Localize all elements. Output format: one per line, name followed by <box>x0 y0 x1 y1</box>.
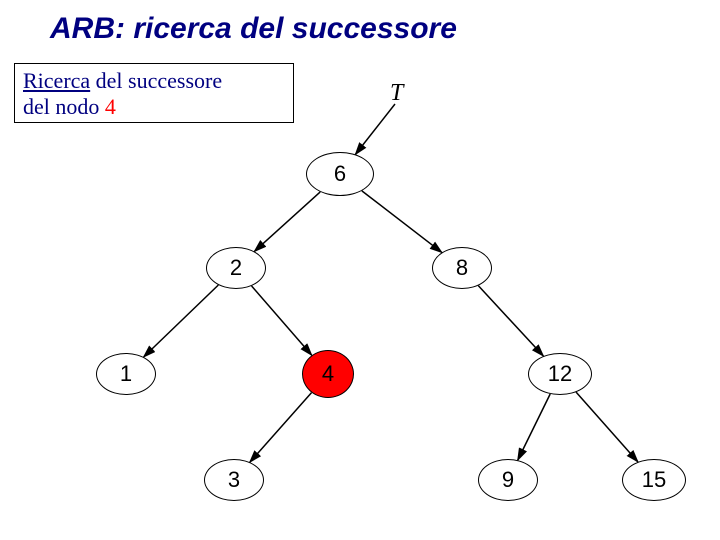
tree-edge <box>576 392 638 462</box>
tree-edge <box>252 286 312 355</box>
tree-edge <box>478 286 543 356</box>
caption-box: Ricerca del successoredel nodo 4 <box>14 63 294 123</box>
tree-edge <box>144 285 219 357</box>
tree-edge <box>362 191 442 253</box>
caption-line: del nodo 4 <box>23 94 285 120</box>
tree-node-1: 1 <box>96 353 156 395</box>
tree-edge <box>518 394 550 460</box>
tree-node-4: 4 <box>302 350 354 398</box>
tree-edge <box>250 393 312 463</box>
caption-text: 4 <box>105 94 116 119</box>
tree-node-9: 9 <box>478 459 538 501</box>
tree-node-15: 15 <box>622 459 686 501</box>
caption-text: del nodo <box>23 94 105 119</box>
tree-edge <box>254 192 320 252</box>
tree-node-3: 3 <box>204 459 264 501</box>
caption-line: Ricerca del successore <box>23 68 285 94</box>
tree-root-label: T <box>390 80 403 107</box>
tree-node-2: 2 <box>206 247 266 289</box>
caption-text: Ricerca <box>23 68 90 93</box>
tree-edge <box>355 104 395 154</box>
page-title: ARB: ricerca del successore <box>50 12 457 46</box>
tree-node-6: 6 <box>306 152 374 196</box>
caption-text: del successore <box>90 68 222 93</box>
tree-node-8: 8 <box>432 247 492 289</box>
tree-node-12: 12 <box>528 353 592 395</box>
